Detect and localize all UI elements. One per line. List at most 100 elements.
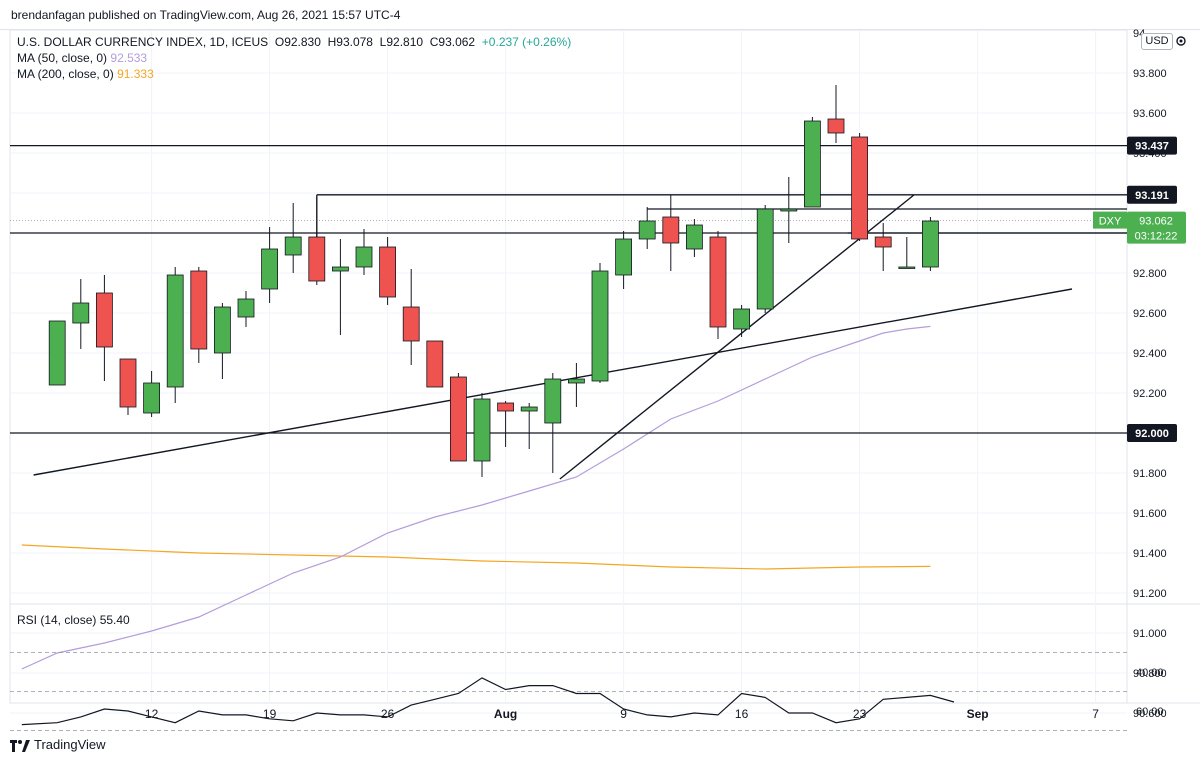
ma50-label: MA (50, close, 0) bbox=[17, 51, 108, 65]
candle-body bbox=[709, 236, 727, 328]
candle-body bbox=[190, 270, 208, 350]
candle bbox=[96, 275, 113, 381]
trendline bbox=[559, 194, 915, 480]
x-tick-label: 12 bbox=[145, 707, 159, 721]
ohlc-open: O92.830 bbox=[274, 35, 321, 49]
level-tag-label: 92.000 bbox=[1135, 428, 1169, 440]
last-price-tag bbox=[1127, 211, 1186, 244]
ohlc-low: L92.810 bbox=[379, 35, 424, 49]
candle bbox=[261, 227, 279, 303]
legend-ma200: MA (200, close, 0) 91.333 bbox=[17, 67, 154, 81]
candle-body bbox=[544, 378, 562, 424]
candle-body bbox=[497, 402, 515, 412]
candle bbox=[520, 403, 538, 449]
candle bbox=[851, 133, 868, 241]
candle bbox=[355, 229, 373, 275]
candle bbox=[237, 291, 255, 327]
x-tick-label: 16 bbox=[735, 707, 749, 721]
candle-body bbox=[827, 118, 845, 134]
candle bbox=[591, 263, 609, 383]
y-tick-label: 91.200 bbox=[1133, 588, 1167, 600]
candle bbox=[48, 320, 66, 386]
y-tick-label: 93.600 bbox=[1133, 108, 1167, 120]
axes: 90.600 90.800 91.000 91.200 91.400 91.600 91.8… bbox=[145, 28, 1186, 721]
ma200-label: MA (200, close, 0) bbox=[17, 67, 114, 81]
x-tick-label: 9 bbox=[620, 707, 627, 721]
candle bbox=[686, 219, 703, 257]
candle-body bbox=[591, 270, 609, 382]
x-tick-label: Sep bbox=[967, 707, 989, 721]
rsi-pane[interactable] bbox=[10, 652, 1127, 731]
tradingview-logo-icon bbox=[10, 739, 30, 752]
countdown-label: 03:12:22 bbox=[1135, 231, 1178, 243]
candle-body bbox=[638, 220, 656, 240]
level-tag bbox=[1127, 424, 1177, 442]
currency-button[interactable]: USD bbox=[1141, 33, 1173, 50]
candle-body bbox=[261, 248, 279, 290]
y-tick-label: 90.800 bbox=[1133, 668, 1167, 680]
ma50-line bbox=[21, 325, 931, 670]
candle bbox=[827, 85, 845, 143]
ma200-value: 91.333 bbox=[117, 67, 154, 81]
price-pane[interactable] bbox=[10, 85, 1127, 670]
candle bbox=[874, 223, 892, 271]
x-tick-label: Aug bbox=[494, 707, 517, 721]
symbol-name: U.S. DOLLAR CURRENCY INDEX, 1D, ICEUS bbox=[17, 35, 269, 49]
y-tick-label: 91.400 bbox=[1133, 548, 1167, 560]
rsi-line bbox=[21, 677, 955, 726]
candle bbox=[756, 205, 774, 313]
candle bbox=[213, 303, 231, 379]
candle bbox=[615, 231, 632, 289]
level-tag-label: 93.437 bbox=[1135, 141, 1169, 153]
candle bbox=[497, 401, 515, 447]
y-tick-label: 91.800 bbox=[1133, 468, 1167, 480]
publisher-text: brendanfagan published on TradingView.co… bbox=[11, 8, 401, 22]
candle-body bbox=[615, 238, 632, 276]
candle-body bbox=[686, 224, 703, 250]
x-tick-label: 26 bbox=[381, 707, 395, 721]
candle bbox=[426, 340, 444, 388]
candle bbox=[638, 207, 656, 249]
candle-body bbox=[48, 320, 66, 386]
symbol-tag bbox=[1093, 211, 1127, 229]
candle bbox=[780, 177, 798, 243]
candle-body bbox=[804, 120, 821, 208]
candle-body bbox=[166, 274, 184, 388]
candle bbox=[473, 393, 491, 477]
candle-body bbox=[284, 236, 302, 256]
last-price-label: 93.062 bbox=[1139, 216, 1173, 228]
candle bbox=[898, 237, 916, 269]
candle-body bbox=[898, 266, 916, 269]
candle bbox=[733, 305, 750, 337]
y-tick-label: 92.400 bbox=[1133, 348, 1167, 360]
candle-body bbox=[331, 266, 349, 272]
candle-body bbox=[520, 406, 538, 412]
candle bbox=[119, 358, 137, 415]
candle-body bbox=[449, 376, 467, 462]
candle bbox=[143, 371, 161, 417]
candle bbox=[709, 231, 727, 339]
candle-body bbox=[355, 246, 373, 268]
settings-icon[interactable] bbox=[1174, 34, 1188, 48]
candle-body bbox=[922, 220, 939, 268]
candle bbox=[922, 217, 939, 271]
candle bbox=[402, 269, 420, 365]
footer: TradingView bbox=[10, 737, 106, 755]
candle bbox=[331, 239, 349, 335]
level-tag bbox=[1127, 136, 1177, 155]
candle-body bbox=[874, 236, 892, 248]
candle bbox=[72, 279, 90, 349]
change-value: +0.237 (+0.26%) bbox=[481, 35, 572, 49]
candle-body bbox=[143, 382, 161, 414]
y-tick-label: 92.600 bbox=[1133, 308, 1167, 320]
candle bbox=[284, 203, 302, 273]
candle-body bbox=[780, 208, 798, 212]
candle bbox=[190, 267, 208, 363]
candle bbox=[449, 373, 467, 462]
y-tick-label: 93.800 bbox=[1133, 68, 1167, 80]
x-tick-label: 23 bbox=[853, 707, 867, 721]
candle-body bbox=[851, 136, 868, 240]
rsi-value: 55.40 bbox=[99, 613, 130, 627]
candle-body bbox=[96, 292, 113, 348]
